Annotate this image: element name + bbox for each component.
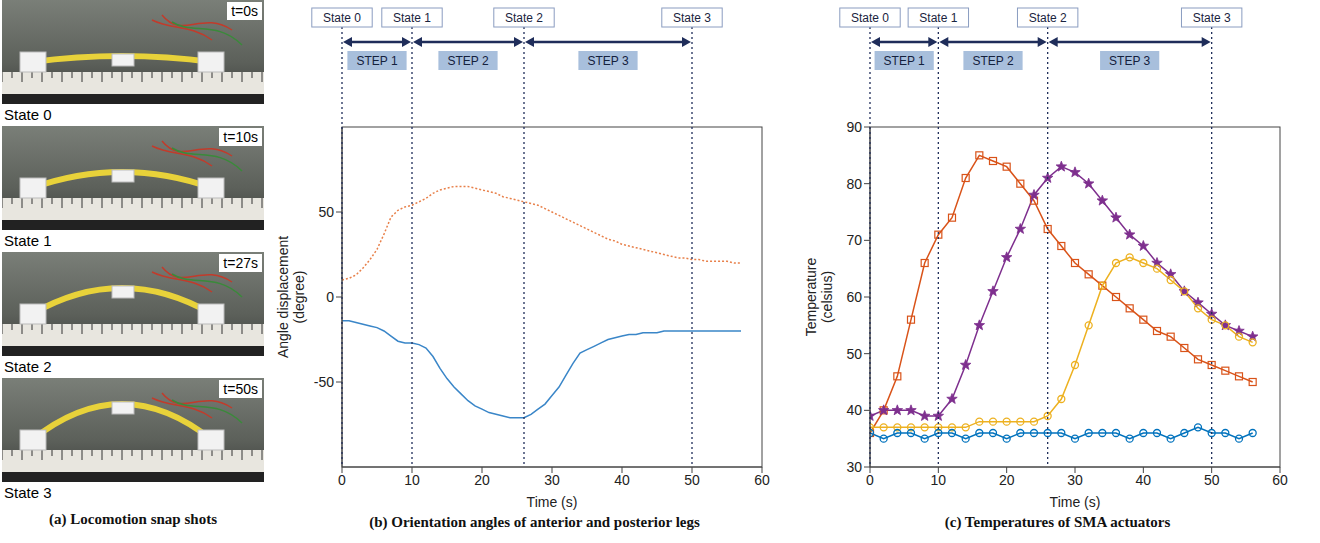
svg-text:50: 50	[684, 472, 700, 488]
svg-text:STEP 1: STEP 1	[884, 54, 925, 68]
svg-text:50: 50	[846, 346, 862, 362]
html-text:(c) Temperatures of SMA actuat: (c) Temperatures of SMA actuators	[944, 514, 1171, 530]
svg-text:State 1: State 1	[393, 11, 431, 25]
svg-text:State 1: State 1	[919, 11, 957, 25]
html-text:State 3: State 3	[4, 484, 52, 501]
html-text:(b) Orientation angles of ante: (b) Orientation angles of anterior and p…	[369, 514, 700, 530]
svg-text:State 0: State 0	[851, 11, 889, 25]
svg-text:30: 30	[544, 472, 560, 488]
svg-text:STEP 3: STEP 3	[587, 54, 628, 68]
html-text:State 2: State 2	[4, 358, 52, 375]
svg-text:STEP 2: STEP 2	[447, 54, 488, 68]
svg-text:(degree): (degree)	[291, 271, 307, 324]
svg-text:State 2: State 2	[505, 11, 543, 25]
svg-text:50: 50	[318, 204, 334, 220]
svg-text:10: 10	[931, 472, 947, 488]
svg-text:20: 20	[999, 472, 1015, 488]
svg-text:80: 80	[846, 176, 862, 192]
svg-text:50: 50	[1204, 472, 1220, 488]
svg-text:State 0: State 0	[323, 11, 361, 25]
html-text:(a) Locomotion snap shots: (a) Locomotion snap shots	[49, 511, 217, 527]
svg-text:STEP 1: STEP 1	[356, 54, 397, 68]
svg-text:Angle displacement: Angle displacement	[275, 236, 291, 358]
svg-text:State 3: State 3	[673, 11, 711, 25]
svg-text:0: 0	[338, 472, 346, 488]
svg-text:20: 20	[474, 472, 490, 488]
svg-text:STEP 3: STEP 3	[1109, 54, 1150, 68]
html-text:t=27s: t=27s	[223, 255, 258, 271]
html-text:State 0: State 0	[4, 106, 52, 123]
svg-text:70: 70	[846, 232, 862, 248]
svg-text:Time (s): Time (s)	[527, 494, 578, 510]
svg-text:(celsius): (celsius)	[819, 271, 835, 323]
svg-text:40: 40	[1136, 472, 1152, 488]
svg-text:State 2: State 2	[1029, 11, 1067, 25]
svg-text:40: 40	[846, 402, 862, 418]
svg-text:30: 30	[846, 459, 862, 475]
svg-text:-50: -50	[314, 374, 334, 390]
html-text:State 1: State 1	[4, 232, 52, 249]
svg-text:0: 0	[326, 289, 334, 305]
svg-text:Time (s): Time (s)	[1050, 494, 1101, 510]
svg-text:60: 60	[1272, 472, 1288, 488]
svg-text:STEP 2: STEP 2	[972, 54, 1013, 68]
svg-text:60: 60	[846, 289, 862, 305]
html-text:t=50s: t=50s	[223, 381, 258, 397]
svg-text:60: 60	[754, 472, 770, 488]
svg-text:30: 30	[1067, 472, 1083, 488]
svg-text:90: 90	[846, 119, 862, 135]
html-text:t=10s: t=10s	[223, 129, 258, 145]
svg-text:10: 10	[404, 472, 420, 488]
html-text:t=0s: t=0s	[231, 3, 258, 19]
svg-text:40: 40	[614, 472, 630, 488]
svg-text:Temperature: Temperature	[803, 257, 819, 336]
svg-text:0: 0	[866, 472, 874, 488]
svg-text:State 3: State 3	[1193, 11, 1231, 25]
